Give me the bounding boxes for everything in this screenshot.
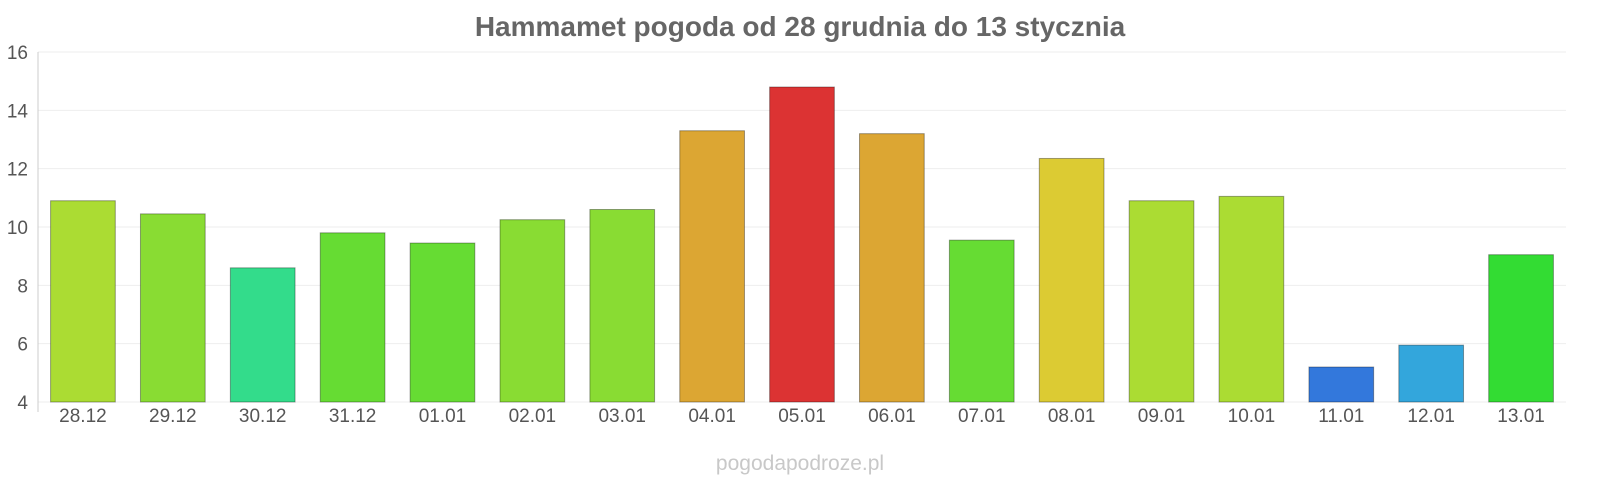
- bar-28.12: [50, 200, 116, 403]
- x-tick-label: 09.01: [1138, 406, 1186, 427]
- x-tick-label: 07.01: [958, 406, 1006, 427]
- x-tick-label: 13.01: [1497, 406, 1545, 427]
- bar-29.12: [139, 213, 206, 403]
- site-credit: pogodapodroze.pl: [716, 452, 884, 475]
- bar-07.01: [948, 239, 1015, 403]
- x-tick-label: 10.01: [1228, 406, 1276, 427]
- bar-01.01: [409, 242, 476, 403]
- bar-08.01: [1038, 157, 1105, 403]
- y-tick-label: 6: [17, 335, 28, 356]
- x-tick-label: 11.01: [1318, 406, 1364, 427]
- y-tick-label: 10: [7, 218, 28, 239]
- x-tick-label: 06.01: [868, 406, 916, 427]
- x-tick-label: 30.12: [239, 406, 287, 427]
- y-tick-label: 8: [17, 276, 28, 297]
- y-tick-label: 4: [17, 393, 28, 414]
- bar-09.01: [1128, 200, 1195, 403]
- bar-02.01: [499, 219, 566, 403]
- y-tick-label: 14: [7, 101, 29, 122]
- bar-13.01: [1488, 254, 1554, 403]
- x-tick-label: 08.01: [1048, 406, 1096, 427]
- bar-03.01: [589, 209, 656, 403]
- x-tick-label: 28.12: [59, 406, 107, 427]
- bar-06.01: [859, 133, 925, 403]
- y-tick-label: 16: [7, 43, 28, 64]
- x-tick-label: 05.01: [778, 406, 826, 427]
- x-tick-label: 31.12: [329, 406, 377, 427]
- bar-30.12: [229, 267, 296, 403]
- bar-10.01: [1218, 195, 1285, 403]
- x-axis-ticks: 28.12 29.12 30.12 31.12 01.01 02.01 03.01 04.01…: [59, 406, 1545, 427]
- chart-title: Hammamet pogoda od 28 grudnia do 13 styc…: [475, 11, 1126, 42]
- x-tick-label: 02.01: [509, 406, 557, 427]
- x-tick-label: 01.01: [419, 406, 467, 427]
- x-tick-label: 03.01: [598, 406, 646, 427]
- bar-04.01: [679, 130, 745, 403]
- bar-31.12: [319, 232, 386, 403]
- bar-11.01: [1308, 366, 1375, 403]
- x-tick-label: 12.01: [1407, 406, 1455, 427]
- bars: [50, 86, 1554, 403]
- y-tick-label: 12: [7, 160, 28, 181]
- x-tick-label: 29.12: [149, 406, 197, 427]
- x-tick-label: 04.01: [688, 406, 736, 427]
- bar-12.01: [1398, 344, 1465, 403]
- bar-05.01: [769, 86, 835, 403]
- y-axis-ticks: 4 6 8 10 12 14 16: [7, 43, 29, 414]
